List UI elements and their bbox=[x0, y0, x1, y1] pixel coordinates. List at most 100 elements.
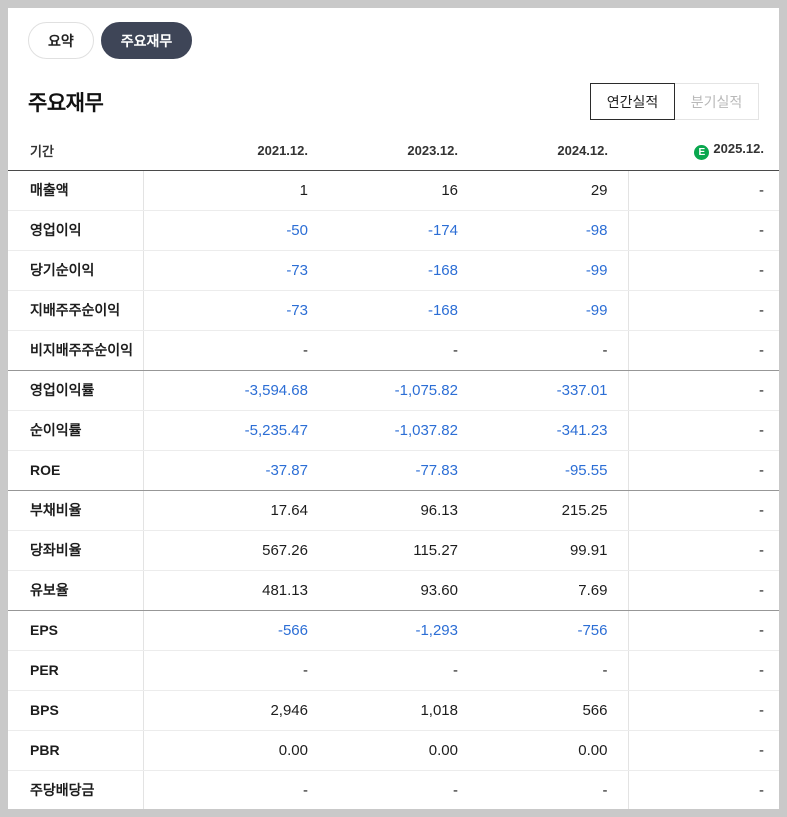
row-label: 영업이익 bbox=[8, 210, 144, 251]
cell-value: -73 bbox=[143, 290, 328, 331]
page-title: 주요재무 bbox=[28, 91, 104, 115]
cell-value: 16 bbox=[328, 170, 478, 211]
cell-value: - bbox=[478, 650, 628, 691]
table-row: 부채비율 17.64 96.13 215.25- bbox=[8, 490, 779, 531]
period-toggle: 연간실적 분기실적 bbox=[590, 83, 759, 120]
cell-value: - bbox=[627, 530, 779, 571]
cell-value: -1,037.82 bbox=[328, 410, 478, 451]
table-row: PER - - - - bbox=[8, 650, 779, 691]
cell-value: 93.60 bbox=[328, 570, 478, 611]
cell-value: 7.69 bbox=[478, 570, 628, 611]
cell-value: -98 bbox=[478, 210, 628, 251]
cell-value: - bbox=[627, 770, 779, 809]
annual-results-button[interactable]: 연간실적 bbox=[590, 83, 675, 120]
cell-value: 17.64 bbox=[143, 490, 328, 531]
cell-value: - bbox=[143, 650, 328, 691]
cell-value: -3,594.68 bbox=[143, 370, 328, 411]
cell-value: 1,018 bbox=[328, 690, 478, 731]
table-row: EPS -566 -1,293 -756- bbox=[8, 610, 779, 651]
estimate-icon: E bbox=[694, 145, 710, 161]
cell-value: -5,235.47 bbox=[143, 410, 328, 451]
cell-value: 481.13 bbox=[143, 570, 328, 611]
cell-value: 0.00 bbox=[143, 730, 328, 771]
row-label: PER bbox=[8, 650, 144, 691]
cell-value: - bbox=[627, 210, 779, 251]
cell-value: -174 bbox=[328, 210, 478, 251]
row-label: 주당배당금 bbox=[8, 770, 144, 809]
row-label: 매출액 bbox=[8, 170, 144, 211]
row-label: 부채비율 bbox=[8, 490, 144, 531]
cell-value: - bbox=[627, 410, 779, 451]
cell-value: 215.25 bbox=[478, 490, 628, 531]
row-label: EPS bbox=[8, 610, 144, 651]
cell-value: 567.26 bbox=[143, 530, 328, 571]
row-label: PBR bbox=[8, 730, 144, 771]
period-header: 기간 bbox=[8, 132, 143, 171]
row-label: 당기순이익 bbox=[8, 250, 144, 291]
cell-value: - bbox=[627, 690, 779, 731]
row-label: 유보율 bbox=[8, 570, 144, 611]
table-row: 비지배주주순이익 - - - - bbox=[8, 330, 779, 371]
table-row: 매출액 1 16 29- bbox=[8, 170, 779, 211]
cell-value: - bbox=[478, 330, 628, 371]
table-row: 당기순이익 -73 -168 -99- bbox=[8, 250, 779, 291]
row-label: 순이익률 bbox=[8, 410, 144, 451]
cell-value: -341.23 bbox=[478, 410, 628, 451]
cell-value: - bbox=[143, 330, 328, 371]
quarterly-results-button[interactable]: 분기실적 bbox=[674, 83, 759, 120]
column-header-2024: 2024.12. bbox=[478, 132, 628, 171]
cell-value: - bbox=[627, 570, 779, 611]
cell-value: - bbox=[478, 770, 628, 809]
financials-table: 기간 2021.12. 2023.12. 2024.12. E 2025.12. … bbox=[8, 132, 779, 809]
cell-value: -1,293 bbox=[328, 610, 478, 651]
cell-value: - bbox=[627, 650, 779, 691]
cell-value: 1 bbox=[143, 170, 328, 211]
cell-value: 566 bbox=[478, 690, 628, 731]
tab-key-financials[interactable]: 주요재무 bbox=[100, 22, 193, 59]
cell-value: - bbox=[627, 730, 779, 771]
cell-value: - bbox=[143, 770, 328, 809]
cell-value: - bbox=[627, 450, 779, 491]
column-header-2021: 2021.12. bbox=[143, 132, 328, 171]
cell-value: -95.55 bbox=[478, 450, 628, 491]
table-row: PBR 0.00 0.00 0.00- bbox=[8, 730, 779, 771]
cell-value: -168 bbox=[328, 250, 478, 291]
cell-value: -168 bbox=[328, 290, 478, 331]
cell-value: 0.00 bbox=[328, 730, 478, 771]
cell-value: - bbox=[627, 250, 779, 291]
cell-value: - bbox=[627, 610, 779, 651]
table-row: 주당배당금 - - - - bbox=[8, 770, 779, 809]
tab-bar: 요약 주요재무 bbox=[8, 8, 779, 59]
section-header: 주요재무 연간실적 분기실적 bbox=[8, 59, 779, 124]
column-header-2025-estimate: E 2025.12. bbox=[628, 132, 779, 171]
cell-value: -566 bbox=[143, 610, 328, 651]
financials-card: 요약 주요재무 주요재무 연간실적 분기실적 기간 2021.12. 2023.… bbox=[8, 8, 779, 809]
column-header-2023: 2023.12. bbox=[328, 132, 478, 171]
row-label: BPS bbox=[8, 690, 144, 731]
column-header-label: 2025.12. bbox=[713, 141, 764, 157]
cell-value: - bbox=[328, 650, 478, 691]
cell-value: -77.83 bbox=[328, 450, 478, 491]
cell-value: 99.91 bbox=[478, 530, 628, 571]
cell-value: 29 bbox=[478, 170, 628, 211]
row-label: 당좌비율 bbox=[8, 530, 144, 571]
cell-value: -99 bbox=[478, 250, 628, 291]
cell-value: -337.01 bbox=[478, 370, 628, 411]
table-row: 당좌비율 567.26 115.27 99.91- bbox=[8, 530, 779, 571]
cell-value: -756 bbox=[478, 610, 628, 651]
cell-value: -37.87 bbox=[143, 450, 328, 491]
cell-value: - bbox=[627, 370, 779, 411]
row-label: ROE bbox=[8, 450, 144, 491]
row-label: 비지배주주순이익 bbox=[8, 330, 144, 371]
table-row: BPS 2,946 1,018 566- bbox=[8, 690, 779, 731]
cell-value: -1,075.82 bbox=[328, 370, 478, 411]
table-row: 영업이익률 -3,594.68 -1,075.82 -337.01- bbox=[8, 370, 779, 411]
table-header-row: 기간 2021.12. 2023.12. 2024.12. E 2025.12. bbox=[8, 132, 779, 171]
tab-summary[interactable]: 요약 bbox=[28, 22, 94, 59]
row-label: 영업이익률 bbox=[8, 370, 144, 411]
cell-value: - bbox=[627, 490, 779, 531]
row-label: 지배주주순이익 bbox=[8, 290, 144, 331]
cell-value: 115.27 bbox=[328, 530, 478, 571]
cell-value: -99 bbox=[478, 290, 628, 331]
table-row: 지배주주순이익 -73 -168 -99- bbox=[8, 290, 779, 331]
